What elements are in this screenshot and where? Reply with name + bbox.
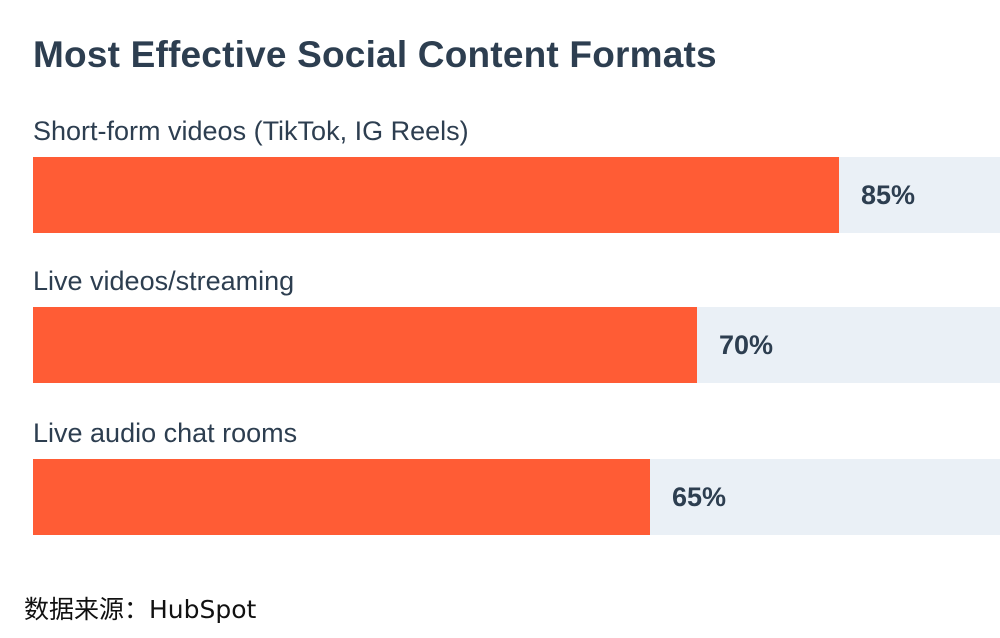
bar-chart: Short-form videos (TikTok, IG Reels) 85% L…	[33, 116, 1000, 535]
data-label: 85%	[861, 180, 916, 210]
bar-track: 70%	[33, 307, 1000, 383]
category-label: Short-form videos (TikTok, IG Reels)	[33, 116, 469, 146]
bar-track: 85%	[33, 157, 1000, 233]
category-label: Live videos/streaming	[33, 266, 295, 296]
bar	[33, 459, 650, 535]
data-label: 70%	[719, 330, 774, 360]
bar	[33, 157, 839, 233]
category-label: Live audio chat rooms	[33, 418, 298, 448]
chart-title: Most Effective Social Content Formats	[33, 34, 717, 75]
bar-track: 65%	[33, 459, 1000, 535]
source-note: 数据来源：HubSpot	[24, 595, 257, 624]
data-label: 65%	[672, 482, 727, 512]
bar	[33, 307, 697, 383]
